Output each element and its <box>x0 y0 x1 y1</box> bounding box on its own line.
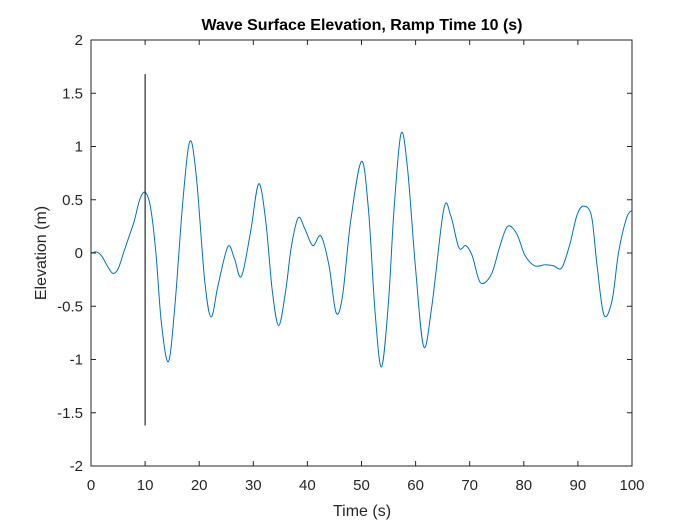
ticks-layer: 0 10 20 30 40 50 60 70 80 90 100 -2 -1.5 -1 -0.5 0 0.5 1 1… <box>57 32 644 494</box>
elevation-series-line <box>90 131 633 368</box>
y-tick-label: 1 <box>75 139 83 156</box>
x-tick-label: 40 <box>299 477 316 494</box>
plot-area <box>91 40 632 466</box>
axes-box <box>90 39 633 467</box>
x-tick-label: 60 <box>407 477 424 494</box>
x-tick-label: 100 <box>619 477 644 494</box>
chart-title: Wave Surface Elevation, Ramp Time 10 (s) <box>201 17 522 34</box>
y-axis-title: Elevation (m) <box>33 206 50 300</box>
x-tick-label: 70 <box>461 477 478 494</box>
x-tick-label: 20 <box>191 477 208 494</box>
y-tick-label: 2 <box>75 32 83 49</box>
series-layer <box>90 74 633 426</box>
x-tick-label: 90 <box>570 477 587 494</box>
y-tick-label: 0 <box>75 245 83 262</box>
x-axis-title: Time (s) <box>333 503 391 520</box>
y-tick-label: -1 <box>70 352 83 369</box>
x-tick-label: 80 <box>515 477 532 494</box>
y-tick-label: -1.5 <box>57 405 83 422</box>
x-tick-label: 0 <box>87 477 95 494</box>
x-tick-label: 50 <box>353 477 370 494</box>
y-tick-label: 0.5 <box>62 192 83 209</box>
x-tick-label: 10 <box>137 477 154 494</box>
y-tick-label: 1.5 <box>62 85 83 102</box>
y-tick-label: -2 <box>70 458 83 475</box>
y-tick-label: -0.5 <box>57 298 83 315</box>
x-tick-label: 30 <box>245 477 262 494</box>
